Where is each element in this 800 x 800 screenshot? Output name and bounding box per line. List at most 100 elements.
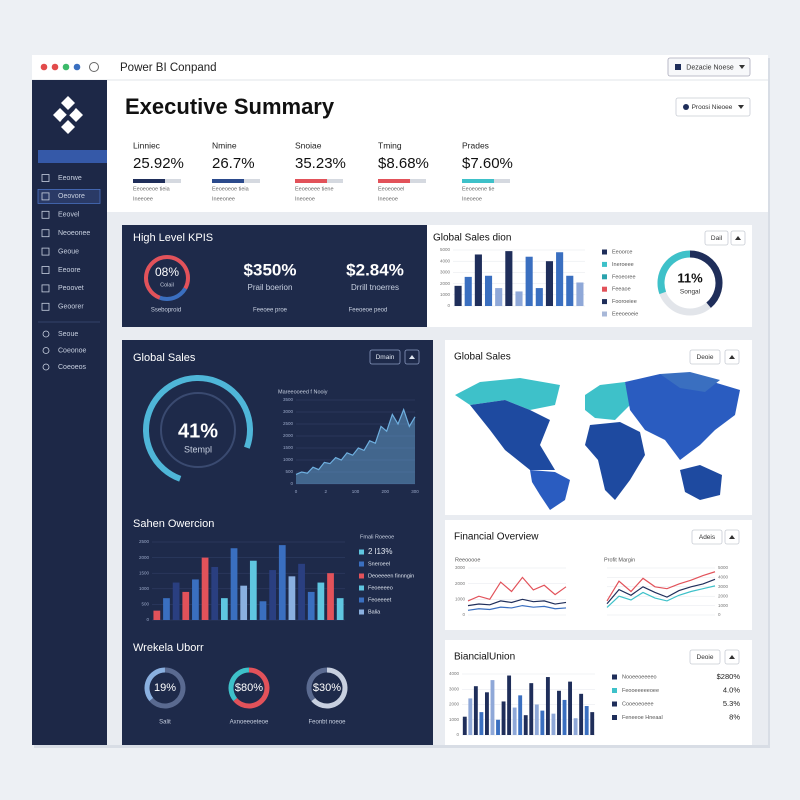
dropdown-button[interactable] — [689, 649, 721, 665]
bar — [153, 610, 161, 620]
bar — [468, 698, 473, 735]
panel-title: Global Sales dion — [433, 233, 511, 244]
series-line — [295, 407, 416, 475]
bar — [501, 701, 506, 735]
kpi-value: $8.68% — [378, 155, 429, 172]
button-label[interactable]: Adeis — [699, 534, 716, 541]
menu-dropdown[interactable] — [667, 57, 751, 77]
bar — [535, 288, 543, 306]
menu-label[interactable]: Dezacie Noese — [686, 64, 734, 71]
sidebar-item[interactable]: Geoue — [58, 248, 79, 255]
sidebar-item[interactable]: Eeovel — [58, 212, 80, 219]
y-tick-label: 1500 — [139, 570, 150, 575]
sidebar-item[interactable]: Neoeonee — [58, 230, 90, 237]
ring-arc — [144, 255, 168, 300]
sidebar-item[interactable]: Peoovet — [58, 285, 84, 292]
y-tick-label: 2000 — [283, 433, 294, 438]
chart-title: Reeooooe — [455, 557, 480, 563]
sidebar-tool[interactable]: Coeonoe — [58, 347, 87, 354]
panel-title: Global Sales — [133, 352, 196, 364]
y-tick-label: 2500 — [139, 539, 150, 544]
sidebar-item[interactable]: Eeorwe — [58, 175, 82, 182]
sidebar-tool[interactable]: Coeoeos — [58, 364, 87, 371]
y-tick-label: 5000 — [440, 247, 451, 252]
y-tick-label: 1000 — [718, 603, 729, 608]
chevron-icon — [729, 655, 735, 659]
legend-swatch — [612, 701, 617, 707]
kpi-footer: Feeoeoe peod — [349, 308, 388, 314]
y-tick-label: 1000 — [440, 292, 451, 297]
dropdown-button[interactable] — [691, 529, 723, 545]
bar — [220, 598, 228, 620]
kpi-label: Prades — [462, 140, 489, 150]
legend-swatch — [602, 286, 607, 292]
kpi-bar — [212, 179, 244, 183]
sidebar-tool[interactable]: Seoue — [58, 331, 78, 338]
bar — [566, 275, 574, 306]
ring-arc — [311, 667, 348, 709]
legend-value: 8% — [729, 712, 740, 721]
legend-swatch — [359, 609, 364, 615]
series-line — [606, 578, 716, 605]
legend-swatch — [359, 561, 364, 567]
bar — [551, 713, 556, 735]
dropdown-button[interactable] — [369, 349, 401, 365]
x-tick-label: 200 — [381, 489, 389, 494]
legend-swatch — [359, 585, 364, 591]
legend-label: Eeoorce — [612, 249, 633, 255]
kpi-note: Eeoeoeoel — [378, 186, 404, 192]
legend-label: 2 l13% — [368, 547, 392, 556]
collapse-button[interactable] — [404, 349, 420, 365]
legend-swatch — [602, 311, 607, 317]
y-tick-label: 1000 — [455, 597, 466, 602]
button-label[interactable]: Dail — [711, 235, 723, 242]
filter-dropdown[interactable] — [675, 97, 751, 117]
bar — [556, 252, 564, 306]
sidebar-selected — [37, 188, 101, 204]
kpi-label: Tming — [378, 140, 402, 150]
sidebar-item[interactable]: Eeoore — [58, 267, 81, 274]
caret-icon — [739, 65, 745, 69]
bar — [576, 282, 584, 306]
button-label[interactable]: Dmain — [376, 354, 395, 361]
button-label[interactable]: Deoie — [697, 354, 714, 361]
filter-label[interactable]: Proosi Nieoee — [692, 104, 733, 111]
dropdown-button[interactable] — [704, 230, 729, 246]
bar — [540, 710, 545, 735]
bar — [534, 704, 539, 735]
kpi-label: Snoiae — [295, 140, 322, 150]
y-tick-label: 2000 — [440, 281, 451, 286]
bar — [484, 275, 493, 306]
kpi-bar — [295, 179, 327, 183]
bar — [515, 291, 523, 306]
donut-value: 11% — [677, 270, 703, 285]
kpi-panel — [122, 225, 427, 327]
logo-shape — [61, 96, 75, 110]
kpi-label: Linniec — [133, 140, 161, 150]
legend-label: Feneeoe Hneaal — [622, 715, 663, 721]
y-tick-label: 500 — [141, 602, 149, 607]
chevron-icon — [409, 355, 415, 359]
button-label[interactable]: Deoie — [697, 654, 714, 661]
bar — [464, 276, 472, 306]
legend-swatch — [602, 299, 607, 305]
ring-arc — [143, 375, 253, 482]
sidebar-item[interactable]: Geoorer — [58, 304, 84, 311]
map-region — [470, 400, 555, 470]
dropdown-button[interactable] — [689, 349, 721, 365]
sidebar-item[interactable]: Oeovore — [58, 193, 85, 200]
ring-arc — [306, 667, 328, 702]
bar — [317, 582, 325, 620]
bar — [590, 712, 595, 735]
y-tick-label: 0 — [447, 303, 450, 308]
series-line — [606, 571, 716, 602]
bar — [505, 251, 513, 306]
ring-value: 08% — [155, 265, 179, 279]
kpi-big-value: $350% — [244, 260, 297, 279]
y-tick-label: 2500 — [283, 421, 294, 426]
bar — [230, 548, 238, 620]
ring-arc — [228, 667, 250, 702]
area-fill — [296, 409, 415, 484]
tool-icon — [42, 330, 50, 338]
